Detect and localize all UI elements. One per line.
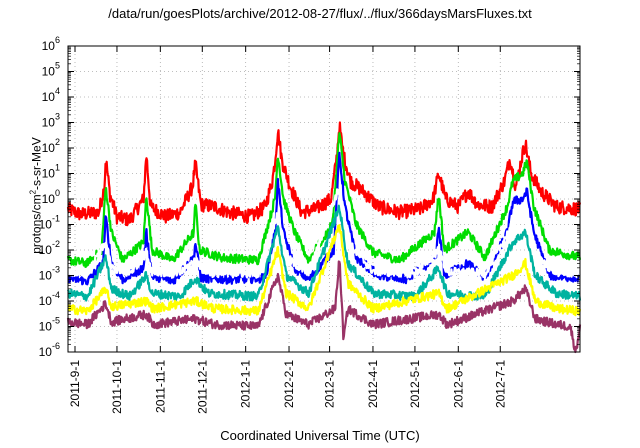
y-tick-label: 103 [42, 112, 60, 130]
x-tick-label: 2011-9-1 [68, 360, 82, 407]
y-tick-label: 101 [42, 163, 60, 181]
x-tick-label: 2011-12-1 [195, 360, 209, 414]
x-axis-label: Coordinated Universal Time (UTC) [220, 428, 420, 443]
data-series [66, 121, 582, 354]
x-tick-label: 2011-10-1 [110, 360, 124, 414]
y-tick-label: 102 [42, 137, 60, 155]
series-line [66, 121, 582, 227]
y-tick-label: 104 [42, 86, 60, 104]
y-tick-label: 10-6 [39, 341, 60, 359]
y-tick-label: 105 [42, 61, 60, 79]
y-tick-label: 10-5 [39, 316, 60, 334]
series-line [67, 224, 582, 317]
y-ticks: 10-6 10-5 10-4 10-3 10-2 10-1 100 101 102 103 104 1… [39, 35, 580, 359]
series-line [67, 204, 582, 302]
y-tick-label: 106 [42, 35, 60, 53]
series-line [66, 260, 582, 354]
y-tick-label: 10-1 [39, 214, 60, 232]
x-tick-label: 2011-11-1 [153, 360, 167, 413]
y-tick-label: 100 [42, 188, 60, 206]
x-ticks: 2011-9-1 2011-10-1 2011-11-1 2011-12-1 2012-… [68, 46, 507, 414]
x-tick-label: 2012-1-1 [239, 360, 253, 408]
x-tick-label: 2012-6-1 [451, 360, 465, 408]
x-tick-label: 2012-2-1 [282, 360, 296, 408]
series-line [66, 188, 582, 279]
x-tick-label: 2012-3-1 [323, 360, 337, 408]
x-tick-label: 2012-4-1 [366, 360, 380, 408]
chart-title: /data/run/goesPlots/archive/2012-08-27/f… [108, 6, 532, 21]
y-tick-label: 10-2 [39, 239, 60, 257]
x-tick-label: 2012-7-1 [493, 360, 507, 408]
y-tick-label: 10-3 [39, 265, 60, 283]
x-tick-label: 2012-5-1 [408, 360, 422, 408]
y-tick-label: 10-4 [39, 290, 60, 308]
